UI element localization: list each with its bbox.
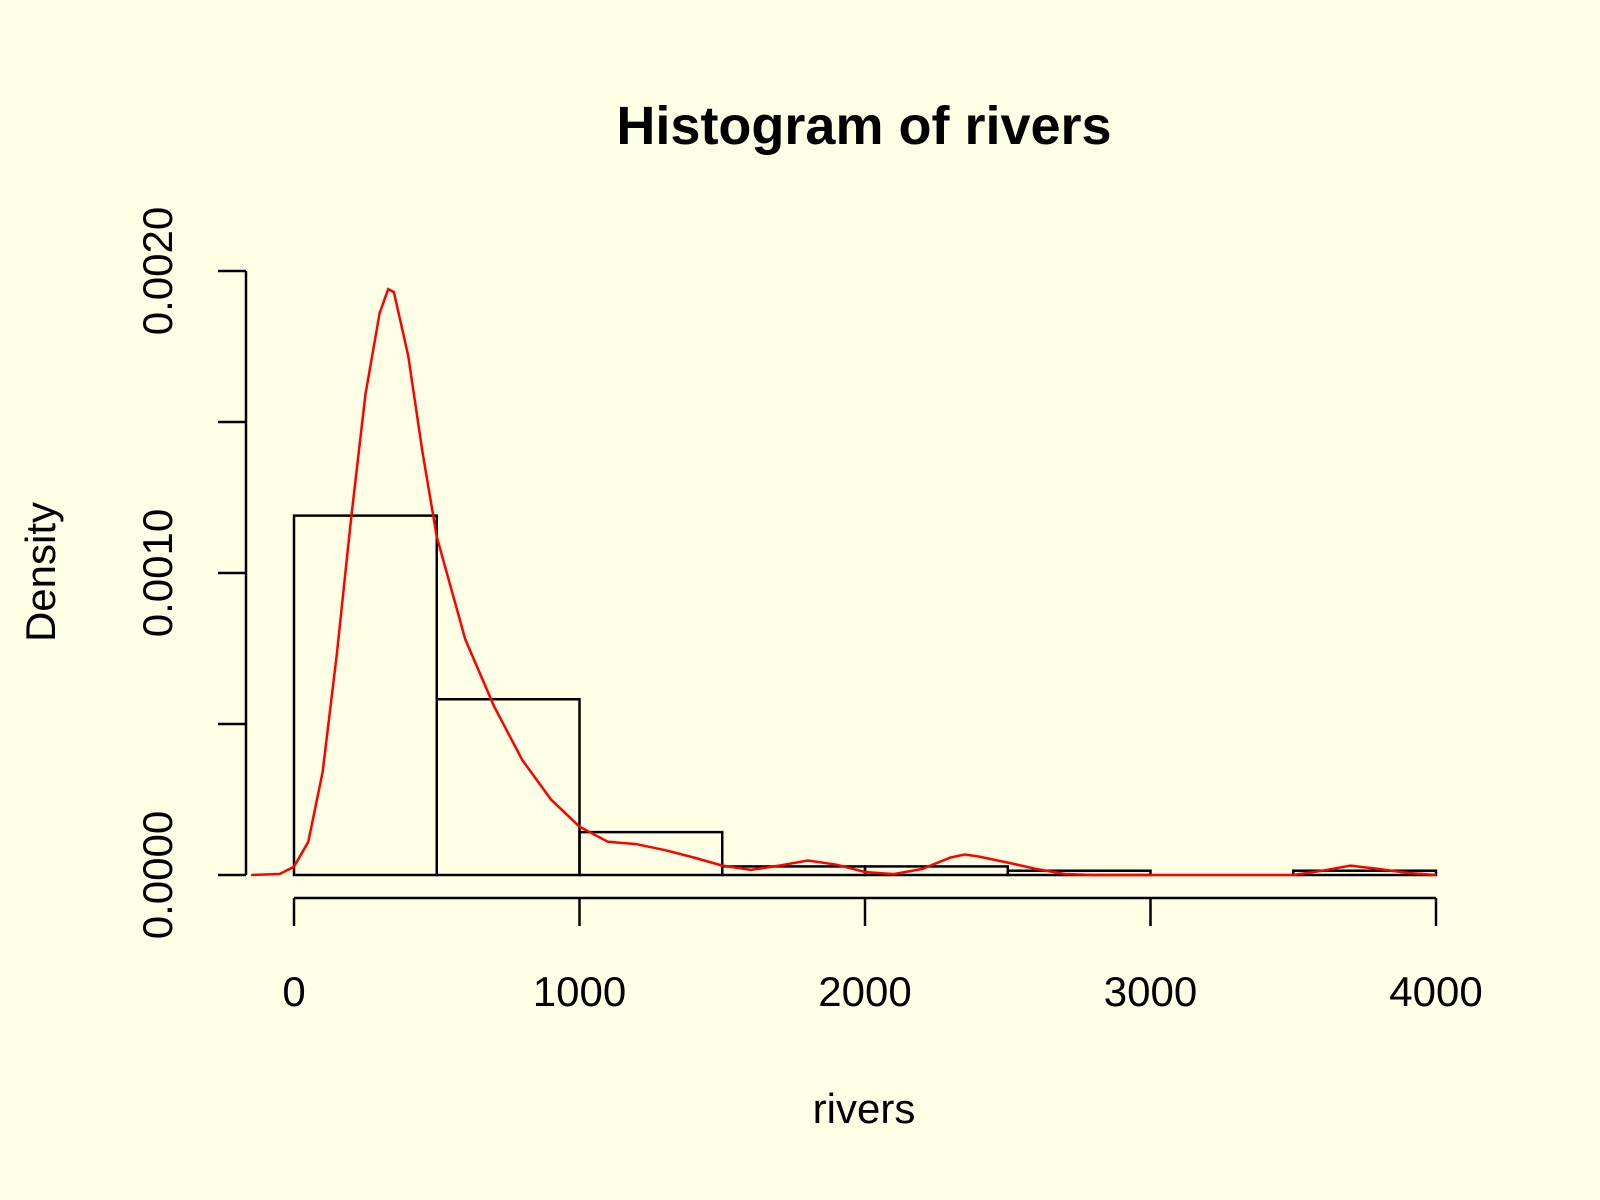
x-tick-label-4: 4000	[1389, 968, 1482, 1015]
x-tick-label-0: 0	[282, 968, 305, 1015]
y-axis-title: Density	[17, 502, 64, 642]
x-tick-label-3: 3000	[1104, 968, 1197, 1015]
y-tick-label-2: 0.0010	[134, 509, 181, 637]
y-axis: 0.0000 0.0010 0.0020	[134, 207, 248, 939]
x-axis-title: rivers	[813, 1085, 916, 1132]
histogram-bar-7	[1292, 869, 1438, 877]
density-curve	[251, 287, 1437, 877]
histogram-bar-1	[435, 697, 581, 877]
histogram-bar-2	[578, 830, 724, 877]
chart-title: Histogram of rivers	[616, 96, 1111, 156]
x-tick-label-2: 2000	[818, 968, 911, 1015]
x-tick-label-1: 1000	[533, 968, 626, 1015]
histogram-bar-0	[292, 514, 438, 877]
y-tick-label-0: 0.0000	[134, 811, 181, 939]
x-axis: 0 1000 2000 3000 4000	[282, 896, 1483, 1015]
y-tick-label-4: 0.0020	[134, 207, 181, 335]
histogram-bars	[292, 514, 1438, 877]
